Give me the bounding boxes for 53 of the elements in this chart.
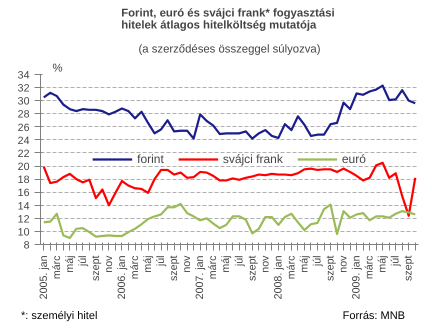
x-tick-label: 2007. jan <box>194 255 206 300</box>
y-tick-label: 24 <box>18 134 30 147</box>
chart-subtitle: (a szerződéses összeggel súlyozva) <box>138 44 321 56</box>
x-tick-label: máj <box>142 256 154 273</box>
line-series <box>42 202 416 240</box>
x-tick-label: júl <box>76 255 89 268</box>
y-tick-label: 32 <box>18 82 30 95</box>
y-tick-label: 22 <box>18 148 30 160</box>
legend-label: euró <box>342 152 366 166</box>
x-tick-label: szept <box>90 255 102 281</box>
text: Forrás: MNB <box>342 309 405 324</box>
x-tick-label: máj <box>220 256 232 273</box>
y-tick-label: 28 <box>18 108 30 121</box>
y-tick-label: 12 <box>18 213 30 226</box>
y-tick-label: 14 <box>18 200 30 212</box>
x-tick-label: szept <box>402 255 415 281</box>
x-tick-label: júl <box>390 255 402 268</box>
line-series <box>42 84 416 140</box>
x-tick-label: júl <box>233 255 246 268</box>
y-tick-label: 34 <box>18 70 30 82</box>
x-tick-label: márc <box>285 254 298 280</box>
chart-title: Forint, euró és svájci frank* fogyasztási hitelek átlagos hitelköltség mutatója <box>121 8 335 32</box>
x-tick-label: 2008. jan <box>272 255 284 300</box>
y-tick-label: 20 <box>18 161 30 174</box>
x-tick-label: 2005. jan <box>38 255 50 300</box>
x-tick-label: máj <box>298 256 310 273</box>
y-tick-label: 8 <box>24 240 30 252</box>
x-tick-label: 2009. jan <box>350 255 363 300</box>
x-tick-label: máj <box>376 256 389 273</box>
text: *: személyi hitel <box>21 309 98 324</box>
legend-label: svájci frank <box>222 152 283 166</box>
x-tick-label: szept <box>324 255 337 281</box>
x-tick-label: júl <box>311 255 324 268</box>
x-tick-label: márc <box>207 254 220 280</box>
x-tick-label: márc <box>50 254 63 280</box>
y-axis-title: % <box>52 62 63 74</box>
x-tick-label: szept <box>168 255 180 281</box>
x-tick-label: 2006. jan <box>116 255 128 300</box>
legend-label: forint <box>137 152 164 166</box>
y-tick-label: 10 <box>18 226 30 238</box>
x-tick-label: nov <box>338 254 350 273</box>
y-tick-label: 26 <box>18 122 30 134</box>
x-tick-label: szept <box>246 255 258 281</box>
y-tick-label: 18 <box>18 174 30 186</box>
y-tick-label: 30 <box>18 96 30 108</box>
x-tick-label: nov <box>102 254 115 273</box>
x-tick-label: márc <box>364 254 376 280</box>
x-tick-label: nov <box>259 254 272 273</box>
x-tick-label: márc <box>129 254 141 280</box>
x-tick-label: máj <box>64 256 76 273</box>
y-tick-label: 16 <box>18 187 30 200</box>
x-tick-label: júl <box>155 255 168 268</box>
x-tick-label: nov <box>181 254 194 273</box>
